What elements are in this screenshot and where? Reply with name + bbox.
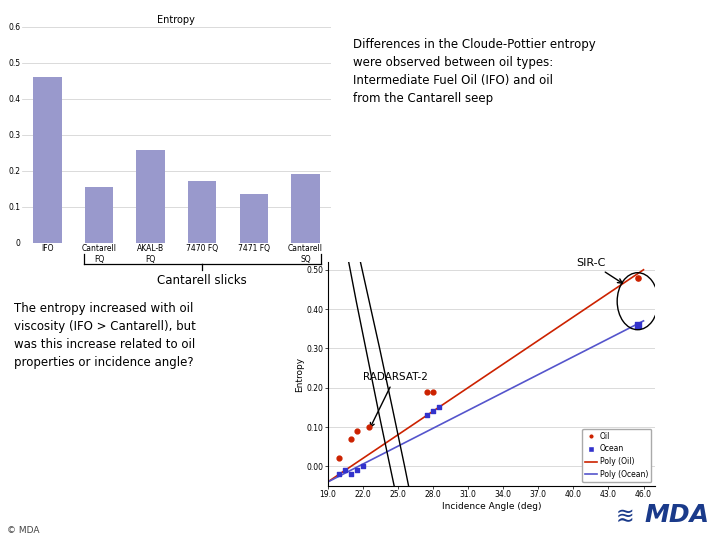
Legend: Oil, Ocean, Poly (Oil), Poly (Ocean): Oil, Ocean, Poly (Oil), Poly (Ocean) <box>582 429 652 482</box>
Text: Cantarell slicks: Cantarell slicks <box>158 274 247 287</box>
Bar <box>85 187 113 243</box>
Bar <box>136 150 165 243</box>
Point <box>421 387 433 396</box>
X-axis label: Incidence Angle (deg): Incidence Angle (deg) <box>441 502 541 511</box>
Text: SIR-C: SIR-C <box>576 258 622 283</box>
Point <box>346 470 357 478</box>
Point <box>427 407 438 416</box>
Point <box>421 411 433 420</box>
Point <box>632 320 644 329</box>
Point <box>433 403 444 411</box>
Point <box>427 387 438 396</box>
Point <box>333 454 345 463</box>
Text: Differences in the Cloude-Pottier entropy
were observed between oil types:
Inter: Differences in the Cloude-Pottier entrop… <box>353 38 595 105</box>
Point <box>333 470 345 478</box>
Text: RADARSAT-2: RADARSAT-2 <box>363 372 428 427</box>
Bar <box>188 181 217 243</box>
Y-axis label: Entropy: Entropy <box>294 356 304 392</box>
Bar <box>291 174 320 243</box>
Text: © MDA: © MDA <box>7 525 40 535</box>
Text: The entropy increased with oil
viscosity (IFO > Cantarell), but
was this increas: The entropy increased with oil viscosity… <box>14 302 197 369</box>
Point <box>339 466 351 475</box>
Point <box>363 423 374 431</box>
Text: ≋: ≋ <box>616 507 634 526</box>
Bar <box>240 194 268 243</box>
Point <box>346 435 357 443</box>
Point <box>632 273 644 282</box>
Point <box>357 462 369 471</box>
Bar <box>33 77 62 243</box>
Point <box>351 466 363 475</box>
Text: MDA: MDA <box>644 503 709 526</box>
Point <box>351 427 363 435</box>
Title: Entropy: Entropy <box>158 15 195 25</box>
